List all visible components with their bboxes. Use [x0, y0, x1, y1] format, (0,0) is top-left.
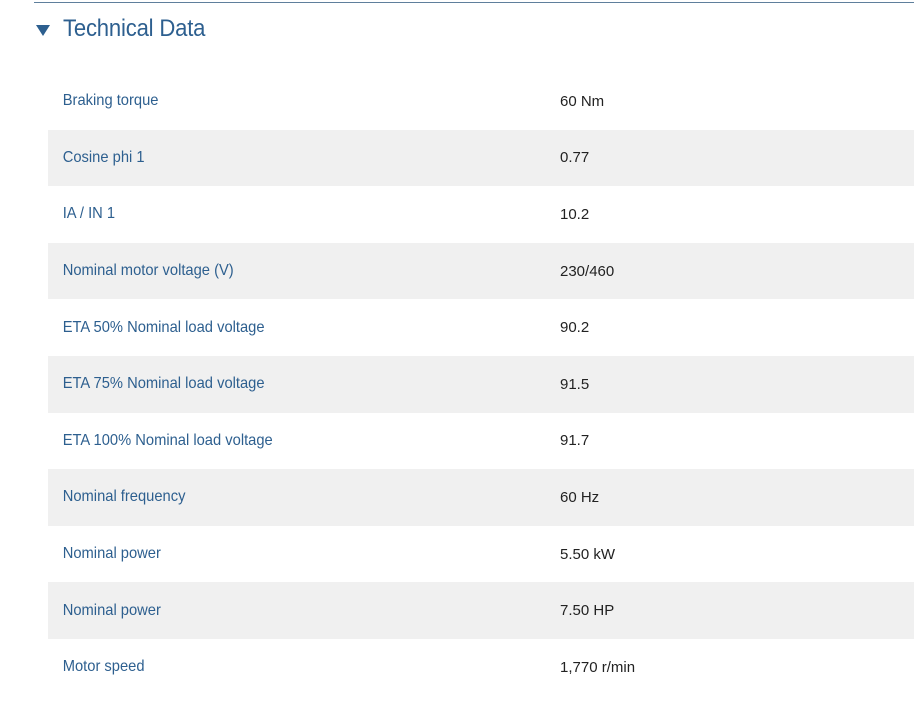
- technical-data-toggle[interactable]: Technical Data: [36, 12, 218, 46]
- table-row: Nominal power 5.50 kW: [48, 526, 914, 583]
- row-label: ETA 100% Nominal load voltage: [62, 431, 273, 449]
- table-row: Nominal frequency 60 Hz: [48, 469, 914, 526]
- table-row: ETA 50% Nominal load voltage 90.2: [48, 299, 914, 356]
- row-label: ETA 75% Nominal load voltage: [62, 375, 265, 393]
- table-row: Motor speed 1,770 r/min: [48, 639, 914, 696]
- table-row: ETA 100% Nominal load voltage 91.7: [48, 413, 914, 470]
- technical-data-table: Braking torque 60 Nm Cosine phi 1 0.77 I…: [48, 73, 914, 696]
- row-value: 7.50 HP: [560, 602, 615, 620]
- table-row: Braking torque 60 Nm: [48, 73, 914, 130]
- row-label: Motor speed: [62, 658, 145, 676]
- row-label: IA / IN 1: [62, 205, 116, 223]
- table-row: Cosine phi 1 0.77: [48, 129, 914, 187]
- row-value: 10.2: [560, 205, 590, 223]
- row-label: Braking torque: [62, 92, 159, 110]
- row-label: Nominal power: [62, 545, 161, 563]
- row-value: 230/460: [560, 262, 615, 280]
- row-value: 60 Nm: [560, 92, 605, 110]
- row-value: 0.77: [560, 149, 590, 167]
- row-label: Nominal motor voltage (V): [62, 262, 234, 280]
- row-label: ETA 50% Nominal load voltage: [62, 318, 265, 336]
- row-value: 91.5: [560, 375, 590, 393]
- table-row: Nominal power 7.50 HP: [48, 582, 914, 639]
- row-value: 1,770 r/min: [560, 658, 636, 676]
- row-value: 5.50 kW: [560, 545, 616, 563]
- row-value: 90.2: [560, 319, 590, 337]
- row-value: 91.7: [560, 432, 590, 450]
- row-label: Nominal power: [62, 601, 161, 619]
- triangle-down-icon: [36, 24, 50, 36]
- table-row: ETA 75% Nominal load voltage 91.5: [48, 355, 914, 413]
- section-title: Technical Data: [63, 15, 206, 42]
- table-row: Nominal motor voltage (V) 230/460: [48, 242, 914, 300]
- table-row: IA / IN 1 10.2: [48, 186, 914, 243]
- row-label: Nominal frequency: [62, 488, 186, 506]
- row-value: 60 Hz: [560, 488, 600, 506]
- row-label: Cosine phi 1: [62, 148, 145, 166]
- section-divider: [34, 2, 914, 3]
